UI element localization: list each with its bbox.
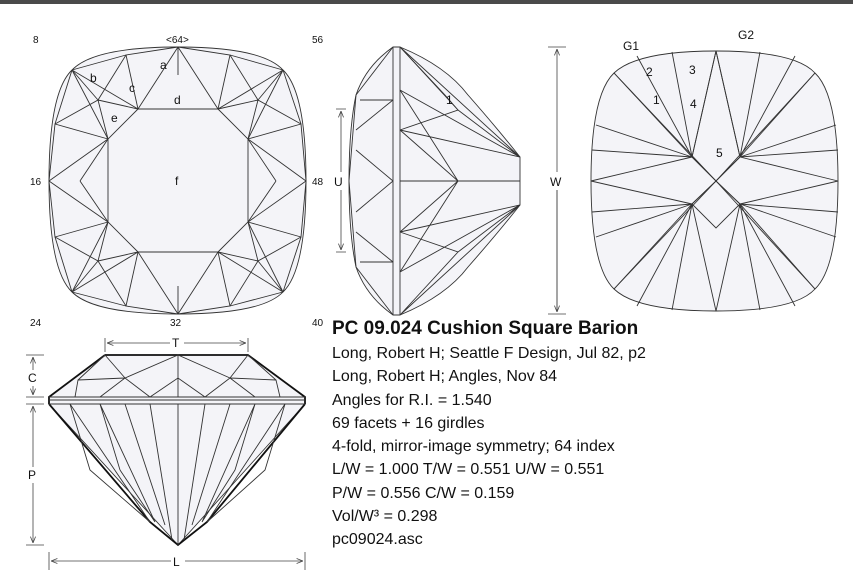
info-line-ratios-1: L/W = 1.000 T/W = 0.551 U/W = 0.551 [332,461,605,479]
index-64: <64> [166,35,189,46]
facet-labels: a b c d e f 1 1 2 3 4 5 G1 G2 [90,28,754,188]
crown-view [48,46,307,315]
index-40: 40 [312,318,324,329]
facet-label-c: c [129,81,135,95]
index-32: 32 [170,318,182,329]
girdle-label-g2: G2 [738,28,754,42]
info-line-volume: Vol/W³ = 0.298 [332,508,438,526]
facet-label-f: f [175,174,179,188]
pavilion-label-1: 1 [653,93,660,107]
side-view [336,47,566,316]
pavilion-label-5: 5 [716,146,723,160]
info-line-facets: 69 facets + 16 girdles [332,414,485,432]
dim-label-l: L [173,555,180,569]
facet-label-b: b [90,71,97,85]
facet-label-d: d [174,93,181,107]
design-info: PC 09.024 Cushion Square Barion Long, Ro… [332,316,646,552]
dim-label-u: U [334,175,343,189]
info-line-author-1: Long, Robert H; Seattle F Design, Jul 82… [332,345,646,362]
index-16: 16 [30,177,42,188]
pavilion-label-2: 2 [646,65,653,79]
index-48: 48 [312,177,324,188]
info-line-ratios-2: P/W = 0.556 C/W = 0.159 [332,484,515,502]
info-line-ri: Angles for R.I. = 1.540 [332,391,492,409]
profile-view [26,338,306,570]
pavilion-label-3: 3 [689,63,696,77]
index-56: 56 [312,35,324,46]
dimension-labels: U W T C P L [26,172,565,569]
index-24: 24 [30,318,42,329]
top-border [0,0,853,4]
info-line-author-2: Long, Robert H; Angles, Nov 84 [332,368,558,386]
dim-label-c: C [28,371,37,385]
girdle-label-g1: G1 [623,39,639,53]
info-line-symmetry: 4-fold, mirror-image symmetry; 64 index [332,438,615,456]
facet-label-e: e [111,111,118,125]
pavilion-label-4: 4 [690,97,697,111]
pavilion-view [590,50,839,312]
facet-label-a: a [160,58,167,72]
side-facet-label-1: 1 [446,93,453,107]
dim-label-t: T [172,336,180,350]
info-line-filename: pc09024.asc [332,531,423,549]
index-labels: 8 <64> 56 16 48 24 32 40 [30,35,324,329]
dim-label-w: W [550,175,562,189]
design-title: PC 09.024 Cushion Square Barion [332,318,639,339]
index-8: 8 [33,35,39,46]
dim-label-p: P [28,468,36,482]
